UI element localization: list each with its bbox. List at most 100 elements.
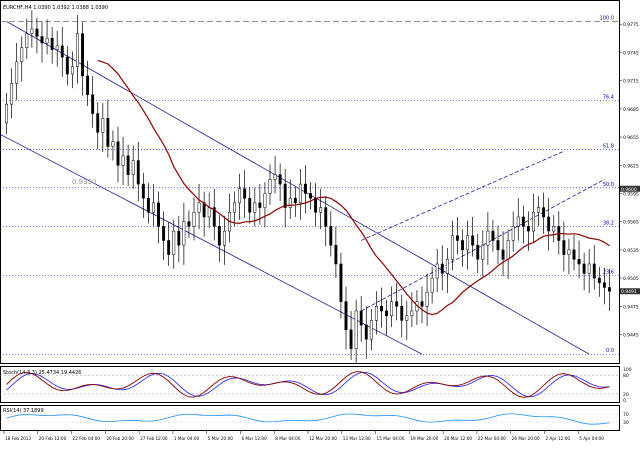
candle-body [339,263,343,302]
candle-body [136,160,140,185]
price-axis: 0.9775 0.9745 0.9715 0.9685 0.9655 0.9625 0.95… [619,22,640,338]
candle-body [5,103,8,124]
candle-body [400,306,404,321]
price-label: 0.9565 [623,220,639,226]
candle-body [602,282,606,288]
candle-body [253,202,257,213]
candle-body [440,263,444,274]
candle-body [101,117,105,133]
candle-body [420,301,424,307]
stoch-axis-label: 0 [623,398,626,404]
stoch-axis-label: 20 [623,392,629,398]
time-label: 12 Mar 20:00 [309,436,337,441]
candle-body [172,230,176,255]
candle-body [86,75,90,95]
candle-body [506,240,510,260]
candle-body [577,259,581,265]
candle-body [562,240,566,255]
candle-body [542,207,546,218]
candle-body [248,197,252,213]
time-label: 1 Mar 04:00 [174,436,200,441]
candle-body [354,310,358,349]
candle-body [304,183,307,194]
price-label: 0.9775 [623,22,639,28]
price-label: 0.9595 [623,191,639,197]
candle-body [582,263,586,274]
time-label: 5 Apr 04:00 [579,436,604,441]
candle-body [40,36,44,44]
candlestick-series [5,10,611,363]
candle-body [121,155,125,166]
candle-body [425,291,429,307]
candle-body [187,221,191,227]
price-label: 0.9535 [623,248,639,254]
channel-line [361,150,565,241]
time-label: 22 Mar 04:00 [478,436,506,441]
candle-body [283,183,287,208]
candle-body [25,33,29,48]
fib-level-label: 23.6 [603,269,614,275]
candle-body [293,197,297,204]
candle-body [395,301,399,307]
time-label: 20 Mar 12:00 [444,436,472,441]
candle-body [481,244,485,260]
candle-body [197,202,201,213]
candle-body [526,226,530,232]
candle-body [298,183,302,204]
fib-retracement[interactable]: 100.0 76.4 61.8 50.0 38.2 23.6 0.0 [0,15,620,355]
candle-body [374,306,378,321]
price-label: 0.9685 [623,107,639,113]
candle-body [273,174,277,180]
price-label: 0.9655 [623,135,639,141]
price-marker-box [620,288,640,295]
time-axis: 18 Feb 2013 20 Feb 12:00 22 Feb 04:00 26 Fe… [3,431,604,441]
candle-body [81,33,84,77]
candle-body [233,202,236,213]
candle-body [385,310,388,316]
candle-body [167,240,171,255]
candle-body [410,310,414,316]
candle-body [471,235,475,246]
candle-body [319,207,323,213]
stoch-signal-line [6,372,610,398]
candle-body [70,66,74,75]
candle-body [106,117,110,147]
time-label: 8 Mar 04:00 [275,436,301,441]
candle-body [309,193,312,199]
candle-body [552,226,556,232]
candle-body [278,174,282,185]
time-label: 18 Feb 2013 [5,436,31,441]
candle-body [344,301,348,331]
candle-body [217,226,221,246]
candle-body [157,202,160,227]
level-label: 0.9330 [72,178,97,186]
time-label: 26 Mar 20:00 [512,436,540,441]
main-pane-border [0,0,620,364]
price-label: 0.9745 [623,50,639,56]
candle-body [430,277,434,293]
rsi-axis-label: 70 [623,412,629,418]
candle-body [126,155,130,175]
candle-body [592,263,596,279]
time-label: 15 Mar 04:00 [377,436,405,441]
candle-body [45,38,49,44]
price-marker-label: 0.9491 [621,289,637,295]
stoch-label: Stoch(14,3,3) 25.4734 19.4426 [3,370,81,376]
candle-body [50,38,54,50]
candle-body [537,207,540,213]
stoch-pane-border [0,366,620,403]
rsi-label: RSI(14) 37.1899 [3,408,44,414]
candle-body [182,221,186,246]
candle-body [10,83,14,105]
candle-body [131,160,135,175]
candle-body [116,141,120,166]
fib-level-label: 76.4 [603,94,614,100]
time-label: 20 Feb 12:00 [39,436,67,441]
price-label: 0.9475 [623,304,639,310]
candle-body [324,207,328,227]
candle-body [55,45,59,50]
